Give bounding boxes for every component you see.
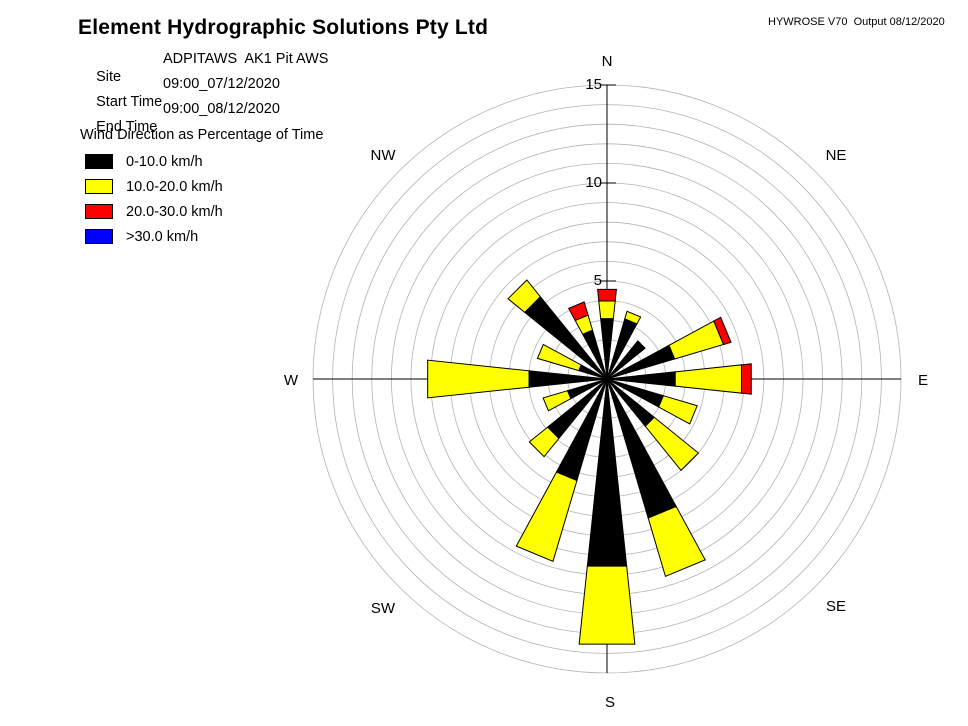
start-time-value: 09:00_07/12/2020: [163, 76, 280, 92]
chart-subtitle: Wind Direction as Percentage of Time: [80, 127, 324, 143]
petal-n-10-0-20-0-km-h: [598, 300, 616, 320]
legend-row-over-30: >30.0 km/h: [85, 224, 223, 249]
speed-legend: 0-10.0 km/h 10.0-20.0 km/h 20.0-30.0 km/…: [85, 149, 223, 249]
petal-sw-10-0-20-0-km-h: [528, 426, 560, 458]
end-time-row: End Time 09:00_08/12/2020: [80, 100, 280, 135]
compass-label-northwest: NW: [370, 147, 396, 164]
start-time-row: Start Time 09:00_07/12/2020: [80, 75, 280, 110]
program-version-stamp: HYWROSE V70 Output 08/12/2020: [768, 16, 945, 28]
compass-label-northeast: NE: [825, 147, 847, 164]
petal-ene-10-0-20-0-km-h: [668, 320, 725, 360]
legend-row-20-30: 20.0-30.0 km/h: [85, 199, 223, 224]
legend-row-0-10: 0-10.0 km/h: [85, 149, 223, 174]
petal-ene-20-0-30-0-km-h: [713, 316, 732, 346]
petal-s-10-0-20-0-km-h: [578, 565, 636, 645]
radial-tick-15: 15: [585, 76, 602, 93]
end-time-value: 09:00_08/12/2020: [163, 101, 280, 117]
petal-nne-10-0-20-0-km-h: [624, 310, 642, 325]
site-row: Site ADPITAWS AK1 Pit AWS: [80, 50, 328, 85]
compass-label-southwest: SW: [370, 600, 396, 617]
petal-n-20-0-30-0-km-h: [597, 288, 617, 302]
legend-label-20-30: 20.0-30.0 km/h: [126, 203, 223, 220]
legend-swatch-yellow: [85, 179, 113, 194]
compass-label-north: N: [601, 53, 613, 70]
compass-label-west: W: [283, 372, 299, 389]
petal-wsw-10-0-20-0-km-h: [542, 390, 572, 412]
end-time-label: End Time: [96, 119, 158, 135]
petal-ese-10-0-20-0-km-h: [658, 395, 698, 425]
petal-ne-0-10-0-km-h: [606, 340, 646, 380]
petal-w-10-0-20-0-km-h: [427, 359, 530, 399]
compass-label-south: S: [604, 694, 615, 711]
petal-nnw-20-0-30-0-km-h: [567, 301, 589, 322]
petal-ssw-10-0-20-0-km-h: [515, 471, 578, 562]
radial-tick-5: 5: [593, 272, 602, 289]
legend-row-10-20: 10.0-20.0 km/h: [85, 174, 223, 199]
compass-label-southeast: SE: [825, 598, 846, 615]
petal-nw-10-0-20-0-km-h: [507, 279, 542, 314]
start-time-label: Start Time: [96, 94, 163, 110]
legend-swatch-red: [85, 204, 113, 219]
petal-wnw-10-0-20-0-km-h: [536, 343, 582, 372]
petal-e-20-0-30-0-km-h: [741, 363, 752, 395]
legend-label-10-20: 10.0-20.0 km/h: [126, 178, 223, 195]
page-title: Element Hydrographic Solutions Pty Ltd: [78, 16, 489, 39]
site-value: ADPITAWS AK1 Pit AWS: [163, 51, 329, 67]
legend-label-over-30: >30.0 km/h: [126, 228, 199, 245]
petal-sse-10-0-20-0-km-h: [647, 505, 706, 578]
compass-label-east: E: [917, 372, 928, 389]
legend-label-0-10: 0-10.0 km/h: [126, 153, 203, 170]
legend-swatch-blue: [85, 229, 113, 244]
petal-se-10-0-20-0-km-h: [644, 416, 700, 472]
legend-swatch-black: [85, 154, 113, 169]
radial-tick-10: 10: [585, 174, 602, 191]
site-label: Site: [96, 69, 122, 85]
